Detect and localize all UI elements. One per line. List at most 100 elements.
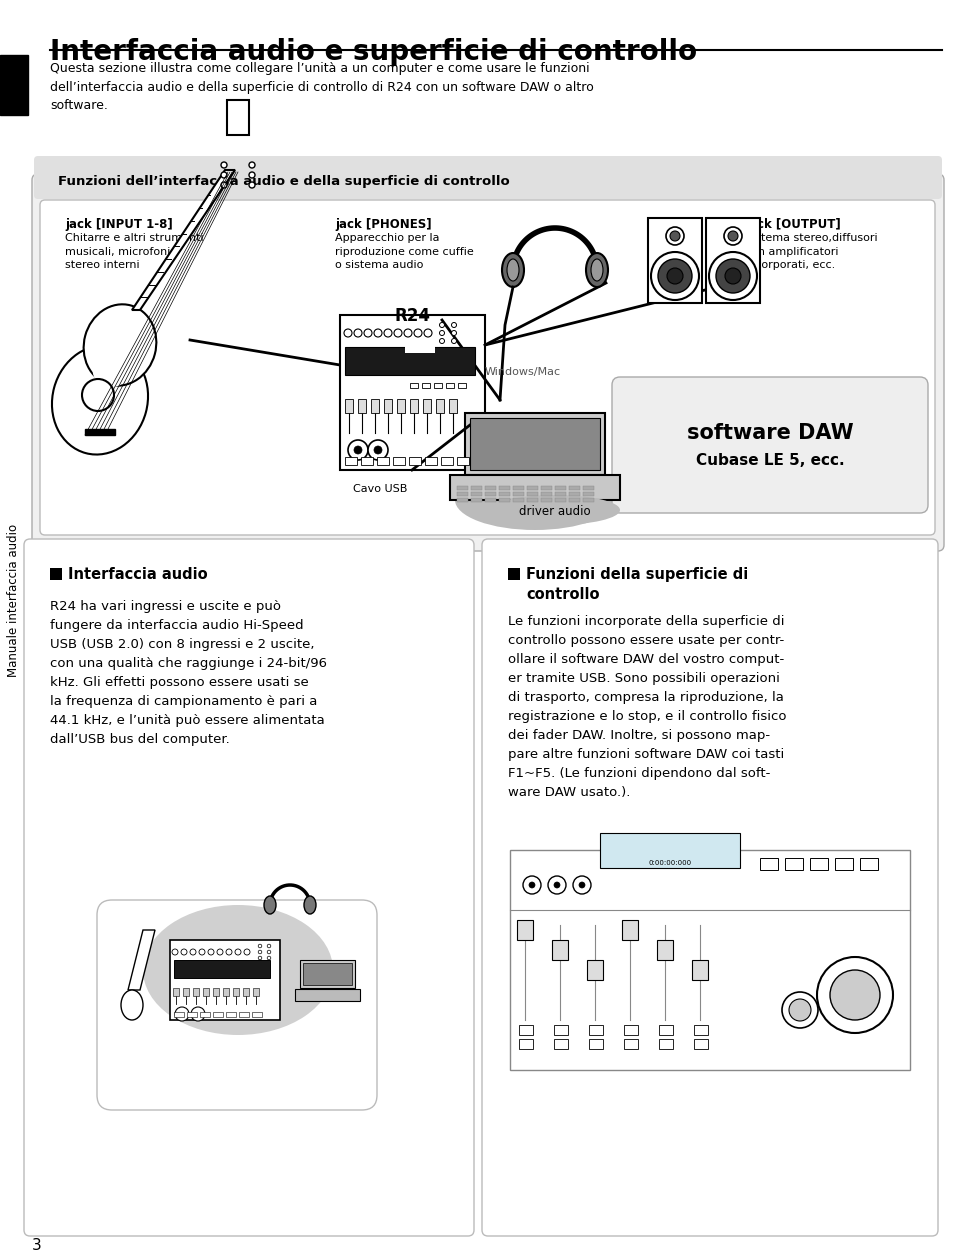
Circle shape [666,227,684,245]
Bar [513,498,524,502]
Text: Le funzioni incorporate della superficie di
controllo possono essere usate per c: Le funzioni incorporate della superficie… [508,615,786,799]
Circle shape [221,162,227,168]
Bar [587,960,603,980]
FancyBboxPatch shape [97,900,377,1111]
Circle shape [554,881,560,888]
Circle shape [175,1007,189,1020]
Ellipse shape [143,905,333,1035]
Bar [527,486,538,490]
Ellipse shape [121,990,143,1020]
Bar [243,988,249,997]
Text: R24 ha vari ingressi e uscite e può
fungere da interfaccia audio Hi-Speed
USB (U: R24 ha vari ingressi e uscite e può fung… [50,600,327,746]
Polygon shape [132,170,235,310]
Text: Windows/Mac: Windows/Mac [485,367,562,377]
Bar [384,399,392,413]
Circle shape [523,876,541,894]
Ellipse shape [502,253,524,287]
Ellipse shape [84,304,156,386]
Bar [527,492,538,496]
Bar [252,1012,262,1017]
Bar [371,399,379,413]
Text: 3: 3 [32,1238,41,1252]
Bar [425,457,437,464]
Text: R24: R24 [394,307,430,326]
Circle shape [368,439,388,459]
Circle shape [573,876,591,894]
Circle shape [667,268,683,284]
Bar [519,1039,533,1049]
Circle shape [221,172,227,178]
Bar [659,1039,673,1049]
Bar [50,568,62,580]
Bar [517,920,533,940]
Circle shape [258,944,262,948]
Circle shape [384,329,392,337]
Text: Interfaccia audio: Interfaccia audio [68,567,207,582]
Bar [410,399,418,413]
Circle shape [716,259,750,293]
Bar [0,55,28,115]
Circle shape [181,949,187,955]
Bar [174,960,270,978]
Bar [657,940,673,960]
FancyBboxPatch shape [24,540,474,1236]
FancyBboxPatch shape [32,174,944,551]
Bar [508,568,520,580]
FancyBboxPatch shape [482,540,938,1236]
Bar [471,492,482,496]
Circle shape [191,1007,205,1020]
Bar [393,457,405,464]
Circle shape [249,182,255,188]
Text: Manuale interfaccia audio: Manuale interfaccia audio [8,523,20,676]
Circle shape [529,881,535,888]
Bar [397,399,405,413]
Bar [200,1012,210,1017]
Bar [485,492,496,496]
Bar [170,940,280,1020]
Bar [410,383,418,388]
Bar [760,858,778,870]
Bar [183,988,189,997]
Bar [569,498,580,502]
Bar [345,457,357,464]
Circle shape [267,950,271,954]
Bar [213,988,219,997]
Circle shape [354,446,362,454]
Bar [554,1025,568,1035]
Bar [303,963,352,985]
Bar [213,1012,223,1017]
Bar [519,1025,533,1035]
Bar [340,316,485,470]
Circle shape [789,999,811,1020]
Bar [648,218,702,303]
Bar [624,1025,638,1035]
FancyBboxPatch shape [40,200,935,535]
Bar [694,1025,708,1035]
Bar [541,486,552,490]
Ellipse shape [304,896,316,914]
Bar [85,429,115,434]
Circle shape [221,182,227,188]
Circle shape [226,949,232,955]
Bar [358,399,366,413]
Bar [446,383,454,388]
Bar [471,486,482,490]
Circle shape [199,949,205,955]
Bar [422,383,430,388]
Bar [295,989,360,1002]
Circle shape [404,329,412,337]
Bar [239,1012,249,1017]
Circle shape [249,172,255,178]
Circle shape [709,252,757,300]
Circle shape [817,957,893,1033]
Bar [377,457,389,464]
Bar [499,498,510,502]
Bar [569,486,580,490]
Circle shape [451,338,457,343]
Circle shape [728,232,738,240]
Circle shape [440,323,444,328]
Circle shape [172,949,178,955]
Bar [499,486,510,490]
Bar [345,347,475,376]
Bar [552,940,568,960]
